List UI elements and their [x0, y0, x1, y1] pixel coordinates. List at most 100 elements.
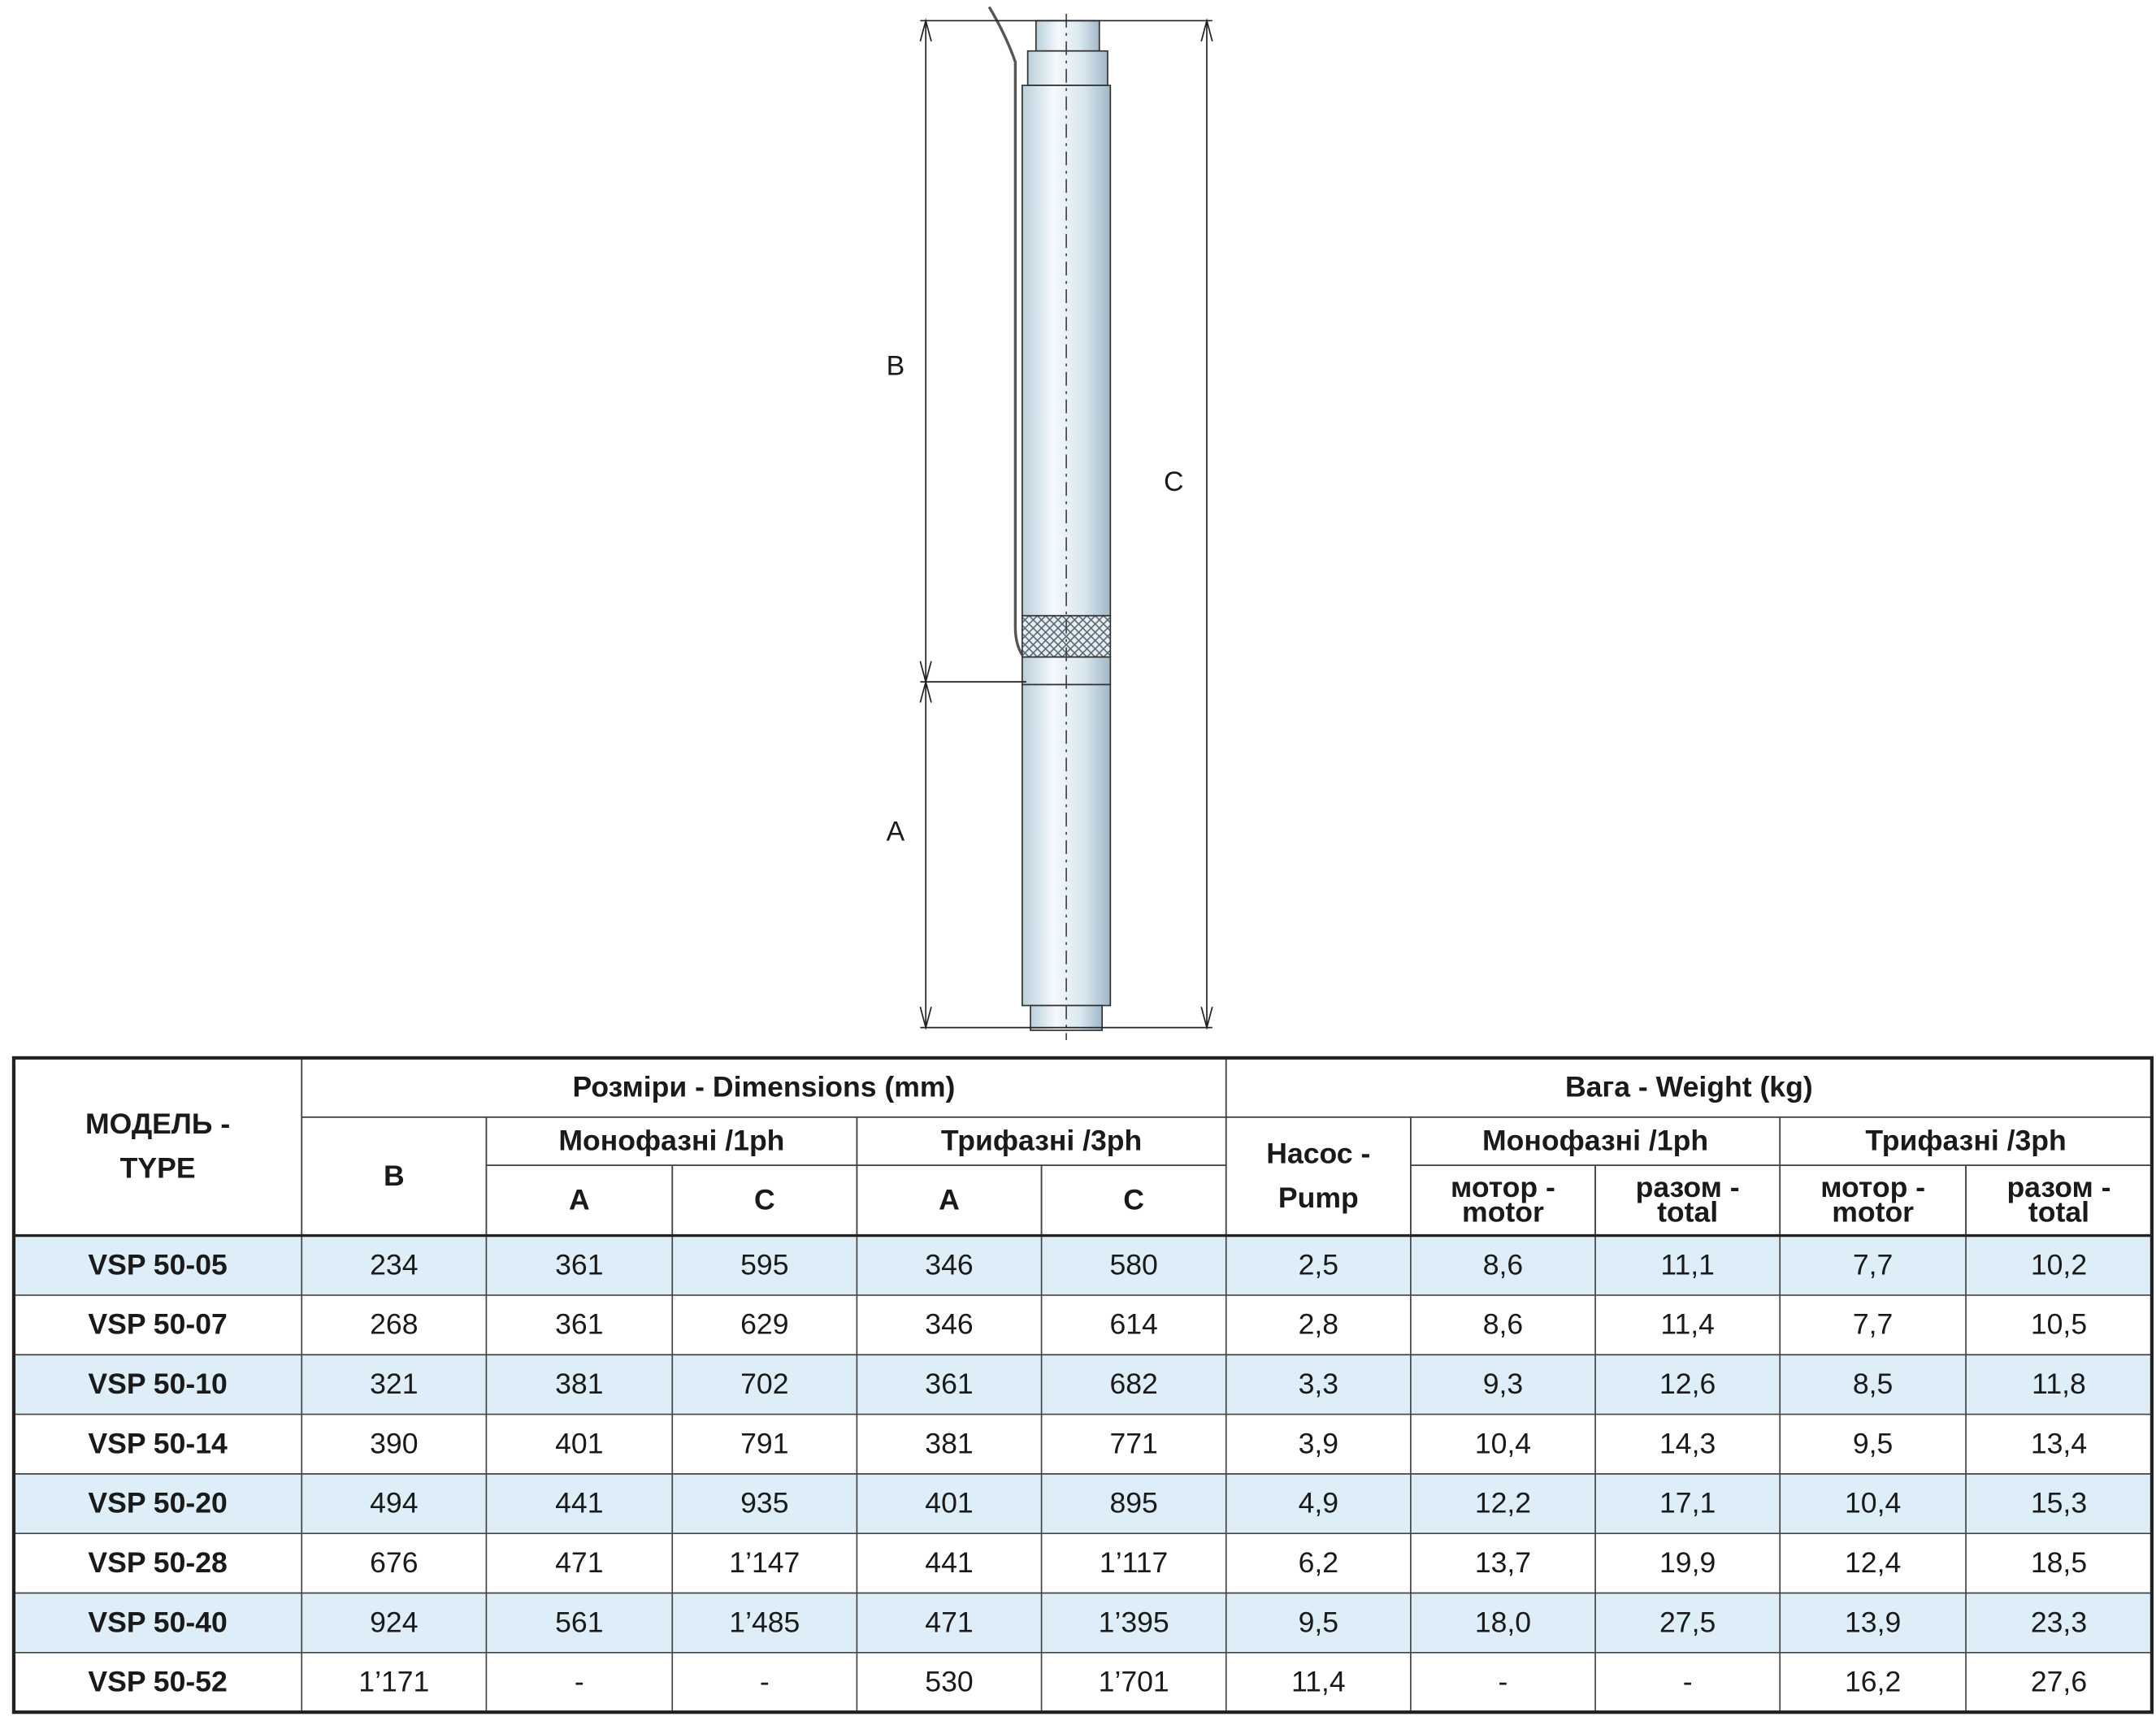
- value-cell: 1’117: [1100, 1546, 1168, 1579]
- value-cell: 390: [370, 1427, 418, 1459]
- value-cell: 13,7: [1475, 1546, 1531, 1579]
- value-cell: 3,9: [1299, 1427, 1338, 1459]
- value-cell: 3,3: [1299, 1368, 1338, 1400]
- value-cell: 12,6: [1659, 1368, 1716, 1400]
- header-cell: [13, 1057, 303, 1237]
- value-cell: 441: [555, 1487, 603, 1519]
- value-cell: 13,9: [1845, 1606, 1901, 1638]
- value-cell: 2,8: [1299, 1308, 1338, 1341]
- header-text: мотор -: [1451, 1171, 1555, 1203]
- header-text: мотор -: [1820, 1171, 1925, 1203]
- value-cell: 935: [740, 1487, 788, 1519]
- value-cell: 18,5: [2031, 1546, 2087, 1579]
- value-cell: -: [1499, 1666, 1508, 1698]
- row-shade: [13, 1355, 2152, 1415]
- value-cell: 12,4: [1845, 1546, 1901, 1579]
- model-cell: VSP 50-05: [88, 1248, 227, 1281]
- model-cell: VSP 50-20: [88, 1487, 227, 1519]
- value-cell: 561: [555, 1606, 603, 1638]
- header-text: motor: [1462, 1196, 1544, 1229]
- value-cell: 12,2: [1475, 1487, 1531, 1519]
- value-cell: 346: [925, 1248, 973, 1281]
- value-cell: 361: [555, 1248, 603, 1281]
- header-text: total: [2028, 1196, 2089, 1229]
- header-text: Насос -: [1266, 1138, 1370, 1170]
- header-text: Розміри - Dimensions (mm): [573, 1070, 956, 1103]
- value-cell: 895: [1109, 1487, 1157, 1519]
- value-cell: 682: [1109, 1368, 1157, 1400]
- header-text: разом -: [2006, 1171, 2110, 1203]
- header-text: Pump: [1278, 1181, 1359, 1214]
- value-cell: 702: [740, 1368, 788, 1400]
- row-shade: [13, 1593, 2152, 1653]
- value-cell: 8,6: [1483, 1248, 1523, 1281]
- value-cell: 11,4: [1291, 1666, 1346, 1698]
- header-text: A: [939, 1183, 960, 1216]
- value-cell: 595: [740, 1248, 788, 1281]
- table-border: [11, 1056, 2154, 1714]
- value-cell: 8,6: [1483, 1308, 1523, 1341]
- value-cell: 924: [370, 1606, 418, 1638]
- value-cell: 27,6: [2031, 1666, 2087, 1698]
- value-cell: 19,9: [1659, 1546, 1716, 1579]
- header-text: МОДЕЛЬ -: [85, 1108, 230, 1140]
- row-shade: [13, 1473, 2152, 1534]
- value-cell: 13,4: [2031, 1427, 2087, 1459]
- model-cell: VSP 50-28: [88, 1546, 227, 1579]
- value-cell: 1’395: [1099, 1606, 1169, 1638]
- value-cell: 7,7: [1853, 1248, 1893, 1281]
- value-cell: 1’147: [729, 1546, 800, 1579]
- value-cell: 494: [370, 1487, 418, 1519]
- header-text: Трифазні /3ph: [1865, 1125, 2066, 1157]
- dimension-label: B: [887, 351, 905, 382]
- value-cell: 2,5: [1299, 1248, 1338, 1281]
- dimension-label: C: [1164, 466, 1183, 497]
- spec-table: VSP 50-05 234 361 595 346 580 2,5 8,6 11,1 7,7 10,…: [11, 1056, 2154, 1714]
- value-cell: 9,3: [1483, 1368, 1523, 1400]
- cable: [987, 6, 1026, 660]
- header-text: total: [1657, 1196, 1718, 1229]
- header-text: Трифазні /3ph: [941, 1125, 1142, 1157]
- value-cell: 381: [555, 1368, 603, 1400]
- header-text: A: [569, 1183, 590, 1216]
- value-cell: 381: [925, 1427, 973, 1459]
- value-cell: 580: [1109, 1248, 1157, 1281]
- value-cell: -: [1683, 1666, 1693, 1698]
- value-cell: 1’701: [1099, 1666, 1169, 1698]
- value-cell: 346: [925, 1308, 973, 1341]
- value-cell: 14,3: [1659, 1427, 1716, 1459]
- header-text: Монофазні /1ph: [1482, 1125, 1708, 1157]
- value-cell: 321: [370, 1368, 418, 1400]
- model-cell: VSP 50-52: [88, 1666, 227, 1698]
- arrowheads: [919, 18, 1213, 1030]
- pump-top: [1035, 20, 1100, 52]
- value-cell: -: [575, 1666, 584, 1698]
- header-cell: [1225, 1116, 1412, 1237]
- value-cell: -: [760, 1666, 770, 1698]
- value-cell: 471: [925, 1606, 973, 1638]
- value-cell: 11,8: [2032, 1368, 2086, 1400]
- pump-head: [1026, 50, 1108, 86]
- value-cell: 10,5: [2031, 1308, 2087, 1341]
- header-text: C: [754, 1183, 775, 1216]
- header-text: B: [384, 1160, 405, 1192]
- value-cell: 234: [370, 1248, 418, 1281]
- model-cell: VSP 50-14: [88, 1427, 228, 1459]
- value-cell: 791: [740, 1427, 788, 1459]
- model-cell: VSP 50-40: [88, 1606, 227, 1638]
- header-text: TYPE: [120, 1151, 196, 1184]
- value-cell: 361: [925, 1368, 973, 1400]
- value-cell: 401: [555, 1427, 603, 1459]
- value-cell: 7,7: [1853, 1308, 1893, 1341]
- dimension-lines: [919, 18, 1213, 1030]
- row-shade: [13, 1235, 2152, 1295]
- value-cell: 361: [555, 1308, 603, 1341]
- value-cell: 614: [1109, 1308, 1157, 1341]
- value-cell: 10,4: [1845, 1487, 1901, 1519]
- value-cell: 268: [370, 1308, 418, 1341]
- value-cell: 17,1: [1659, 1487, 1716, 1519]
- value-cell: 18,0: [1475, 1606, 1531, 1638]
- value-cell: 676: [370, 1546, 418, 1579]
